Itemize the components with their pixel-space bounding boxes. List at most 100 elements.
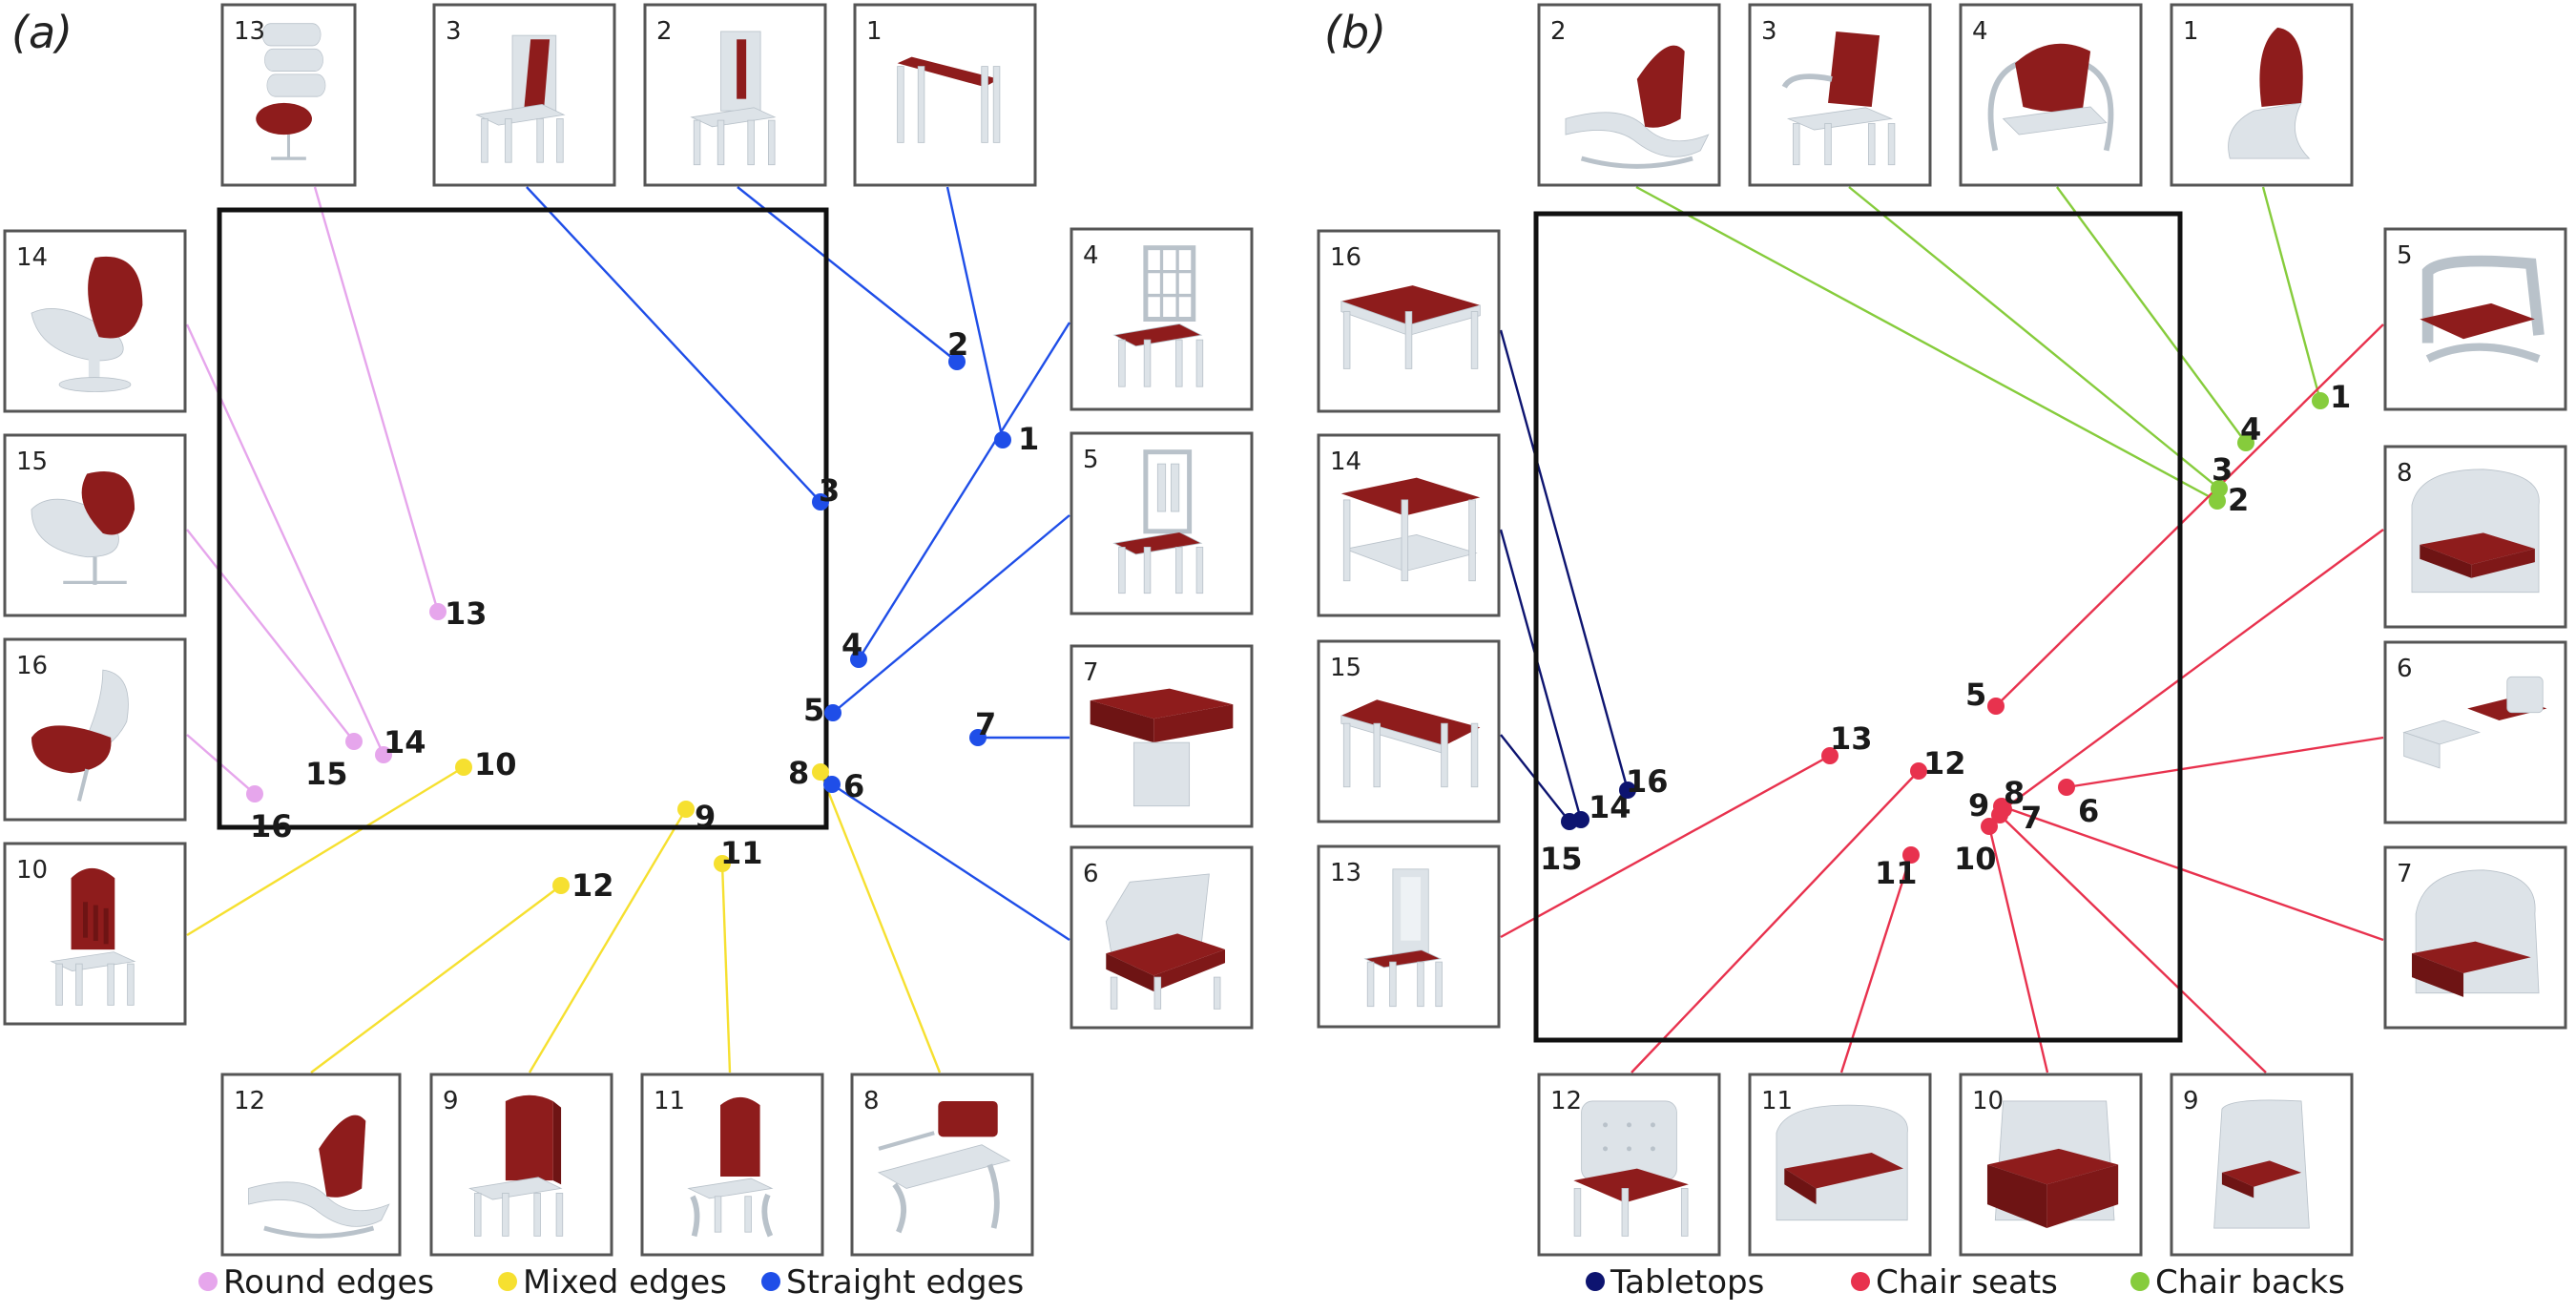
point-2 <box>948 353 966 370</box>
chaise-icon <box>248 1115 390 1239</box>
legend-swatch <box>1586 1272 1605 1291</box>
thumbnail-3: 3 <box>432 3 616 187</box>
thumbnail-15: 15 <box>1317 639 1501 823</box>
thumbnail-frame <box>853 3 1037 187</box>
connector-line <box>2056 186 2247 444</box>
legend-label: Straight edges <box>786 1263 1024 1302</box>
legend-swatch <box>498 1272 517 1291</box>
egg-chair-icon <box>31 256 143 392</box>
point-6 <box>2058 779 2075 796</box>
point-label: 4 <box>2240 411 2261 448</box>
thumbnail-3: 3 <box>1748 3 1932 187</box>
thumbnail-number: 8 <box>863 1087 880 1115</box>
point-15 <box>1561 813 1578 830</box>
thumbnail-number: 10 <box>1972 1087 2004 1115</box>
curved-chair-icon <box>31 669 129 802</box>
shelf-table-icon <box>1340 477 1481 582</box>
connector-line <box>1499 529 1583 821</box>
thumbnail-1: 1 <box>2170 3 2354 187</box>
point-10 <box>1981 818 1998 835</box>
thumbnail-7: 7 <box>1070 644 1254 828</box>
connector-lines <box>1499 185 2384 1073</box>
thumbnail-13: 13 <box>1317 844 1501 1029</box>
thumbnail-number: 3 <box>446 17 462 46</box>
connector-line <box>528 808 688 1073</box>
connector-line <box>1999 814 2267 1073</box>
connector-line <box>1848 186 2220 490</box>
thumbnail-8: 8 <box>2383 445 2567 629</box>
point-15 <box>345 733 363 750</box>
point-label: 7 <box>2021 800 2042 836</box>
point-1 <box>994 431 1011 448</box>
thumbnail-number: 14 <box>1330 448 1361 476</box>
thumbnail-number: 15 <box>1330 654 1361 682</box>
point-label: 10 <box>1954 841 1997 877</box>
connector-line <box>186 529 355 742</box>
thumbnail-number: 11 <box>1761 1087 1793 1115</box>
thumbnail-number: 10 <box>16 856 48 885</box>
point-label: 7 <box>975 706 996 742</box>
point-label: 1 <box>2330 379 2351 415</box>
thumbnail-number: 4 <box>1083 241 1099 270</box>
connector-line <box>2001 804 2384 942</box>
hoop-chair-icon <box>1987 43 2114 152</box>
point-label: 5 <box>1965 677 1986 713</box>
panel-label-b: (b) <box>1324 7 1386 58</box>
connector-line <box>1500 754 1831 939</box>
arm-chair-back-icon <box>1781 31 1896 166</box>
point-label: 6 <box>843 768 864 804</box>
tufted-chair-icon <box>1573 1100 1689 1237</box>
armchair-icon <box>1105 873 1226 1010</box>
point-5 <box>1987 698 2005 715</box>
thumbnail-number: 9 <box>2183 1087 2199 1115</box>
legend: Tabletops Chair seats Chair backs <box>1586 1263 2345 1302</box>
thumbnail-number: 4 <box>1972 17 1988 46</box>
thumbnail-11: 11 <box>640 1073 824 1257</box>
connector-line <box>945 186 1005 441</box>
chaise-icon <box>1565 45 1710 169</box>
point-16 <box>1619 782 1636 799</box>
point-label: 16 <box>1626 763 1669 800</box>
connector-lines <box>185 186 1071 1073</box>
lounge-icon <box>256 23 326 160</box>
point-4 <box>850 651 867 668</box>
legend-swatch <box>198 1272 218 1291</box>
connector-line <box>313 186 440 613</box>
box-chair-icon <box>2213 1099 2310 1229</box>
tall-back-chair-icon <box>50 867 136 1006</box>
connector-line <box>1631 770 1920 1073</box>
lattice-chair-icon <box>1112 245 1204 387</box>
thumbnail-number: 16 <box>16 652 48 680</box>
embedding-frame <box>217 207 829 830</box>
point-8 <box>812 763 829 781</box>
thumbnail-number: 15 <box>16 448 48 476</box>
wing-chair-icon <box>2411 869 2540 997</box>
long-table-icon <box>1340 699 1481 788</box>
point-label: 2 <box>947 326 968 363</box>
chair-back-panel-icon <box>475 34 566 163</box>
thumbnail-number: 7 <box>1083 658 1099 687</box>
point-label: 9 <box>1968 787 1989 823</box>
s-chair-icon <box>2228 27 2311 159</box>
thumbnail-number: 6 <box>2397 655 2413 683</box>
thumbnail-number: 6 <box>1083 860 1099 888</box>
thumbnail-10: 10 <box>3 842 187 1026</box>
thumbnail-number: 8 <box>2397 459 2413 488</box>
thumbnail-9: 9 <box>2170 1073 2354 1257</box>
connector-line <box>185 323 385 756</box>
thumbnail-6: 6 <box>2383 640 2567 824</box>
point-label: 11 <box>720 835 763 871</box>
point-label: 8 <box>788 755 809 791</box>
point-label: 9 <box>695 799 716 835</box>
club-chair-icon <box>2411 469 2540 594</box>
connector-line <box>1839 854 1913 1073</box>
block-chair-icon <box>1986 1100 2119 1229</box>
point-10 <box>455 759 472 776</box>
point-7 <box>969 729 987 746</box>
